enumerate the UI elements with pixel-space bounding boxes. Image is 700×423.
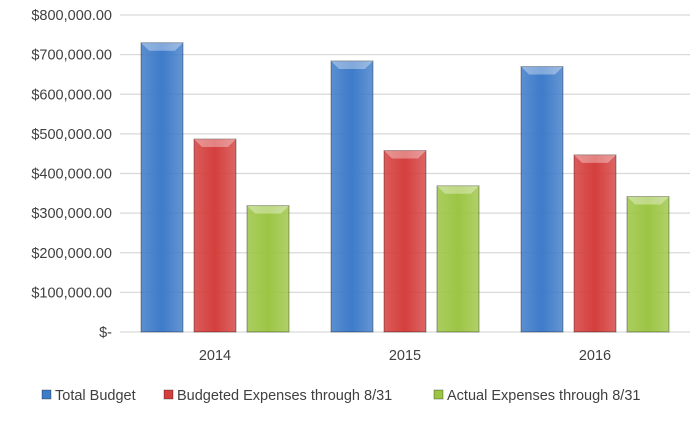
bar-2016-1 — [573, 154, 617, 333]
bar-bevel — [384, 150, 426, 159]
legend-item: Budgeted Expenses through 8/31 — [163, 388, 392, 404]
bar — [140, 42, 184, 333]
legend-label: Actual Expenses through 8/31 — [447, 388, 640, 404]
bar — [246, 205, 290, 333]
y-axis: $- $100,000.00 $200,000.00 $300,000.00 $400,… — [31, 8, 112, 341]
bar-2015-0 — [330, 60, 374, 333]
bar-2014-0 — [140, 42, 184, 333]
bar-bevel — [521, 66, 563, 75]
bar-2016-2 — [626, 195, 670, 333]
bar-2014-2 — [246, 205, 290, 333]
legend: Total Budget Budgeted Expenses through 8/… — [41, 388, 640, 404]
bar-bevel — [574, 154, 616, 163]
x-axis: 2014 2015 2016 — [199, 348, 611, 364]
legend-label: Budgeted Expenses through 8/31 — [177, 388, 392, 404]
legend-swatch — [433, 389, 444, 400]
bar-bevel — [247, 205, 289, 214]
y-tick-label: $400,000.00 — [31, 167, 112, 183]
y-tick-label: $200,000.00 — [31, 246, 112, 262]
bar-2015-2 — [436, 185, 480, 333]
bar-bevel — [331, 60, 373, 69]
bar-bevel — [627, 196, 669, 205]
bar-bevel — [437, 185, 479, 194]
bar — [520, 66, 564, 333]
y-tick-label: $600,000.00 — [31, 87, 112, 103]
bar — [383, 150, 427, 333]
bars — [140, 42, 670, 333]
legend-swatch — [163, 389, 174, 400]
legend-swatch — [41, 389, 52, 400]
y-tick-label: $800,000.00 — [31, 8, 112, 24]
bar — [330, 60, 374, 333]
bar-2014-1 — [193, 138, 237, 333]
bar — [573, 154, 617, 333]
y-tick-label: $- — [99, 325, 112, 341]
x-tick-label: 2014 — [199, 348, 231, 364]
y-tick-label: $100,000.00 — [31, 285, 112, 301]
x-tick-label: 2016 — [579, 348, 611, 364]
bar — [626, 195, 670, 333]
legend-item: Total Budget — [41, 388, 136, 404]
bar-bevel — [141, 42, 183, 51]
bar-2016-0 — [520, 66, 564, 333]
y-tick-label: $700,000.00 — [31, 48, 112, 64]
bar-2015-1 — [383, 150, 427, 333]
legend-item: Actual Expenses through 8/31 — [433, 388, 640, 404]
bar — [193, 138, 237, 333]
bar-bevel — [194, 139, 236, 148]
legend-label: Total Budget — [55, 388, 136, 404]
y-tick-label: $300,000.00 — [31, 206, 112, 222]
bar — [436, 185, 480, 333]
x-tick-label: 2015 — [389, 348, 421, 364]
y-tick-label: $500,000.00 — [31, 127, 112, 143]
